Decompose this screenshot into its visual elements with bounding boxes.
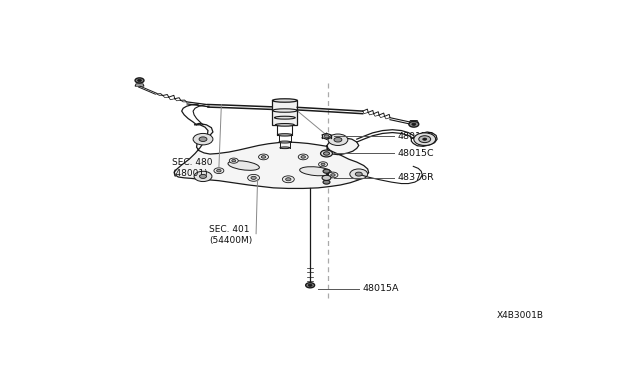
Circle shape [355, 172, 362, 176]
Circle shape [419, 136, 431, 142]
Ellipse shape [280, 147, 290, 149]
Circle shape [328, 172, 338, 178]
Circle shape [331, 174, 335, 176]
Text: SEC. 480
(48001): SEC. 480 (48001) [172, 158, 212, 177]
Circle shape [321, 150, 332, 157]
Circle shape [414, 133, 436, 145]
Circle shape [285, 178, 291, 181]
Ellipse shape [277, 134, 292, 136]
Circle shape [193, 134, 213, 145]
Polygon shape [273, 100, 297, 125]
Circle shape [194, 171, 212, 182]
Text: 48015B: 48015B [397, 132, 434, 141]
Text: X4B3001B: X4B3001B [497, 311, 543, 320]
Circle shape [324, 152, 330, 155]
Circle shape [308, 284, 312, 286]
Circle shape [423, 138, 427, 140]
Circle shape [301, 155, 305, 158]
Circle shape [214, 168, 224, 173]
Circle shape [350, 169, 367, 179]
Circle shape [324, 135, 329, 138]
Ellipse shape [300, 167, 332, 176]
Circle shape [232, 160, 236, 162]
Circle shape [298, 154, 308, 160]
Ellipse shape [273, 109, 297, 112]
Circle shape [259, 154, 269, 160]
Circle shape [321, 163, 325, 166]
Circle shape [282, 176, 294, 183]
Ellipse shape [275, 124, 294, 126]
Text: 48376R: 48376R [397, 173, 434, 182]
Circle shape [199, 137, 207, 141]
Text: 48015C: 48015C [397, 149, 434, 158]
Circle shape [306, 283, 315, 288]
Ellipse shape [275, 116, 295, 119]
Circle shape [251, 176, 256, 179]
Circle shape [248, 174, 260, 181]
Polygon shape [135, 84, 144, 86]
Circle shape [319, 162, 328, 167]
Polygon shape [410, 121, 419, 123]
Circle shape [217, 169, 221, 172]
Circle shape [409, 121, 419, 127]
Circle shape [323, 180, 330, 184]
Circle shape [200, 174, 207, 179]
Circle shape [138, 79, 141, 81]
Circle shape [322, 175, 331, 180]
Text: SEC. 401
(54400M): SEC. 401 (54400M) [209, 225, 252, 245]
Circle shape [261, 155, 266, 158]
Circle shape [334, 137, 342, 142]
Circle shape [328, 134, 348, 145]
Circle shape [135, 78, 144, 83]
Circle shape [229, 158, 238, 163]
Text: 48015A: 48015A [363, 284, 399, 293]
Polygon shape [174, 124, 369, 189]
Ellipse shape [228, 161, 259, 170]
Circle shape [323, 169, 330, 173]
Ellipse shape [273, 99, 297, 102]
Circle shape [412, 123, 416, 125]
Ellipse shape [279, 141, 291, 143]
